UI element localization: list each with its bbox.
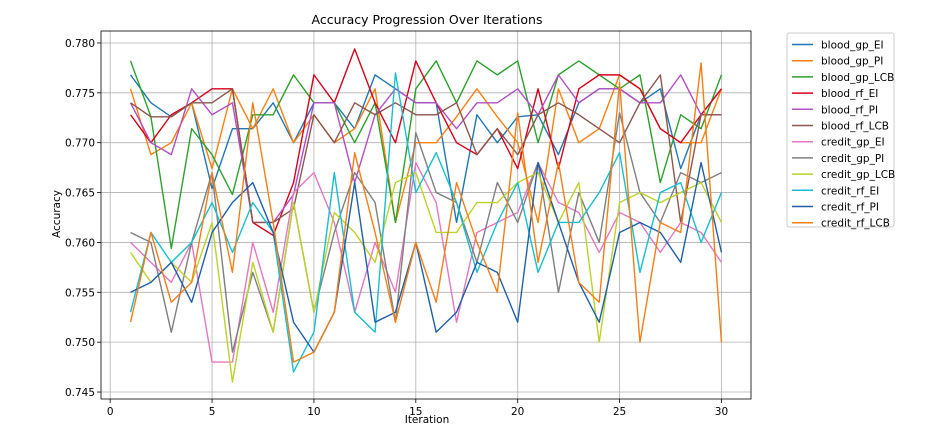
y-tick-label: 0.770 [65,138,95,150]
y-tick-label: 0.780 [65,38,95,50]
legend-label-blood-rf-ei: blood_rf_EI [821,88,878,100]
legend-label-blood-rf-lcb: blood_rf_LCB [821,121,889,133]
legend-frame [786,32,895,228]
y-tick-label: 0.765 [65,188,95,200]
legend-label-blood-gp-pi: blood_gp_PI [821,56,883,68]
legend-label-blood-gp-lcb: blood_gp_LCB [821,72,894,84]
x-tick-label: 0 [107,406,114,418]
x-tick-label: 20 [511,406,524,418]
series-line-credit-rf-pi [130,161,723,353]
series-line-credit-rf-ei [129,72,723,373]
chart-title: Accuracy Progression Over Iterations [312,12,543,27]
legend-label-credit-rf-ei: credit_rf_EI [821,185,879,197]
series-line-credit-rf-lcb [129,62,723,363]
x-axis-label: Iteration [405,414,450,426]
x-tick-label: 15 [409,406,422,418]
y-tick-label: 0.745 [65,387,95,399]
x-tick-label: 30 [715,406,728,418]
legend-label-credit-rf-pi: credit_rf_PI [821,202,879,214]
x-tick-label: 10 [307,406,320,418]
y-axis-label: Accuracy [51,190,63,238]
legend-label-credit-gp-pi: credit_gp_PI [821,153,884,165]
x-axis-ticks: 0 5 10 15 20 25 30 [107,399,728,418]
series-line-blood-rf-ei [129,48,723,237]
y-tick-label: 0.750 [65,337,95,349]
x-tick-label: 5 [209,406,216,418]
x-tick-label: 25 [613,406,626,418]
series-line-blood-gp-ei [129,74,723,224]
y-tick-label: 0.760 [65,237,95,249]
series-line-credit-gp-lcb [129,171,723,383]
y-tick-label: 0.755 [65,287,95,299]
series-line-blood-rf-pi [129,74,722,224]
grid-lines [101,31,751,399]
legend-label-credit-rf-lcb: credit_rf_LCB [821,218,890,230]
legend-label-blood-gp-ei: blood_gp_EI [821,40,884,52]
legend-label-credit-gp-lcb: credit_gp_LCB [821,169,895,181]
series-line-blood-gp-lcb [129,60,723,250]
series-line-blood-gp-pi [129,74,723,224]
legend-label-credit-gp-ei: credit_gp_EI [821,137,885,149]
series-lines [129,48,723,383]
y-tick-label: 0.775 [65,88,95,100]
series-line-credit-gp-ei [130,161,723,363]
legend-label-blood-rf-pi: blood_rf_PI [821,104,878,116]
plot-frame [100,30,752,400]
series-line-blood-rf-lcb [130,74,722,224]
y-axis-ticks: 0.745 0.750 0.755 0.760 0.765 0.770 0.775 0.780 [65,38,101,399]
legend: blood_gp_EI blood_gp_PI blood_gp_LCB blood_… [786,32,895,230]
